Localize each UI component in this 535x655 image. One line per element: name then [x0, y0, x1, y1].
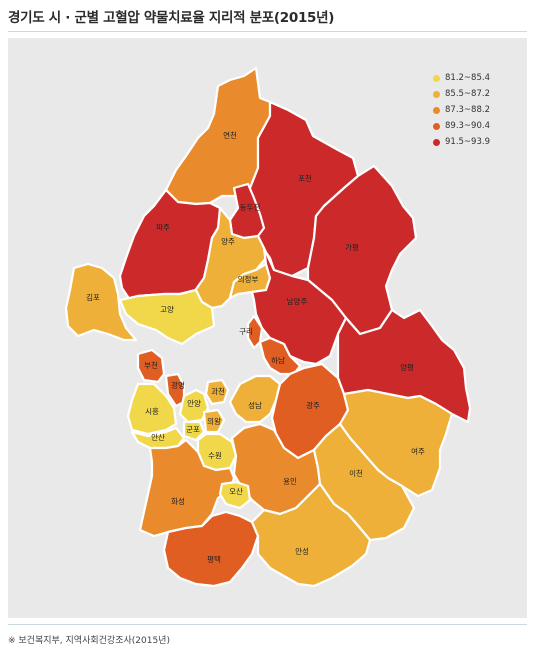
- region-label-anseong: 안성: [295, 546, 309, 556]
- legend-label: 85.5~87.2: [445, 89, 490, 99]
- legend-swatch: [433, 122, 440, 130]
- region-label-dongducheon: 동두천: [240, 202, 261, 212]
- legend-label: 87.3~88.2: [445, 105, 490, 115]
- region-label-pocheon: 포천: [298, 173, 312, 183]
- region-label-anyang: 안양: [187, 398, 201, 408]
- region-label-seongnam: 성남: [248, 401, 262, 410]
- source-note: ※ 보건복지부, 지역사회건강조사(2015년): [8, 636, 170, 646]
- region-label-goyang: 고양: [160, 305, 174, 314]
- region-label-bucheon: 부천: [144, 360, 158, 370]
- region-seongnam[interactable]: [228, 374, 282, 424]
- region-label-uiwang: 의왕: [207, 416, 221, 426]
- region-pyeongtaek[interactable]: [162, 510, 260, 588]
- region-goyang[interactable]: [118, 288, 216, 346]
- region-label-gwangmyeong: 광명: [171, 380, 185, 390]
- region-ansan[interactable]: [130, 426, 186, 450]
- region-guri[interactable]: [246, 314, 264, 350]
- region-hwaseong[interactable]: [138, 438, 236, 538]
- region-label-uijeongbu: 의정부: [238, 274, 259, 284]
- legend-label: 89.3~90.4: [445, 121, 490, 131]
- region-label-siheung: 시흥: [145, 406, 159, 416]
- region-label-ansan: 안산: [151, 432, 165, 442]
- legend-swatch: [433, 74, 440, 82]
- region-label-yeoncheon: 연천: [223, 130, 237, 140]
- region-label-gimpo: 김포: [86, 292, 100, 302]
- region-label-icheon: 이천: [349, 468, 363, 478]
- region-bucheon[interactable]: [136, 348, 166, 384]
- legend-swatch: [433, 138, 440, 146]
- region-label-paju: 파주: [156, 223, 170, 232]
- region-label-hwaseong: 화성: [171, 497, 185, 506]
- legend-item: 89.3~90.4: [433, 118, 490, 134]
- region-label-suwon: 수원: [208, 451, 222, 460]
- region-gimpo[interactable]: [64, 262, 138, 342]
- region-siheung[interactable]: [126, 382, 178, 436]
- legend-label: 81.2~85.4: [445, 73, 490, 83]
- region-icheon[interactable]: [312, 422, 416, 542]
- region-label-yangpyeong: 양평: [400, 362, 414, 372]
- footer-divider: [8, 624, 527, 625]
- title-divider: [8, 31, 527, 32]
- region-label-osan: 오산: [229, 486, 243, 496]
- legend-item: 85.5~87.2: [433, 86, 490, 102]
- region-label-guri: 구리: [239, 327, 253, 336]
- region-label-gwangju: 광주: [306, 400, 320, 410]
- region-label-yongin: 용인: [283, 476, 297, 486]
- region-gunpo[interactable]: [182, 420, 206, 442]
- region-label-yeoju: 여주: [411, 446, 425, 456]
- region-label-pyeongtaek: 평택: [207, 554, 221, 564]
- page-title: 경기도 시 · 군별 고혈압 약물치료율 지리적 분포(2015년): [8, 10, 335, 26]
- region-label-gapyeong: 가평: [345, 242, 359, 252]
- legend-item: 87.3~88.2: [433, 102, 490, 118]
- region-label-namyangju: 남양주: [287, 297, 308, 306]
- region-gwacheon[interactable]: [204, 378, 230, 406]
- region-label-hanam: 하남: [271, 355, 285, 365]
- legend-item: 91.5~93.9: [433, 134, 490, 150]
- region-osan[interactable]: [218, 480, 252, 510]
- legend: 81.2~85.4 85.5~87.2 87.3~88.2 89.3~90.4 …: [433, 70, 490, 150]
- legend-swatch: [433, 90, 440, 98]
- legend-item: 81.2~85.4: [433, 70, 490, 86]
- region-label-yangju: 양주: [221, 237, 235, 246]
- region-label-gwacheon: 과천: [211, 386, 225, 396]
- legend-label: 91.5~93.9: [445, 137, 490, 147]
- region-anseong[interactable]: [250, 482, 372, 588]
- legend-swatch: [433, 106, 440, 114]
- region-yeoncheon[interactable]: [164, 66, 272, 206]
- region-label-gunpo: 군포: [186, 425, 200, 434]
- region-uiwang[interactable]: [202, 408, 226, 434]
